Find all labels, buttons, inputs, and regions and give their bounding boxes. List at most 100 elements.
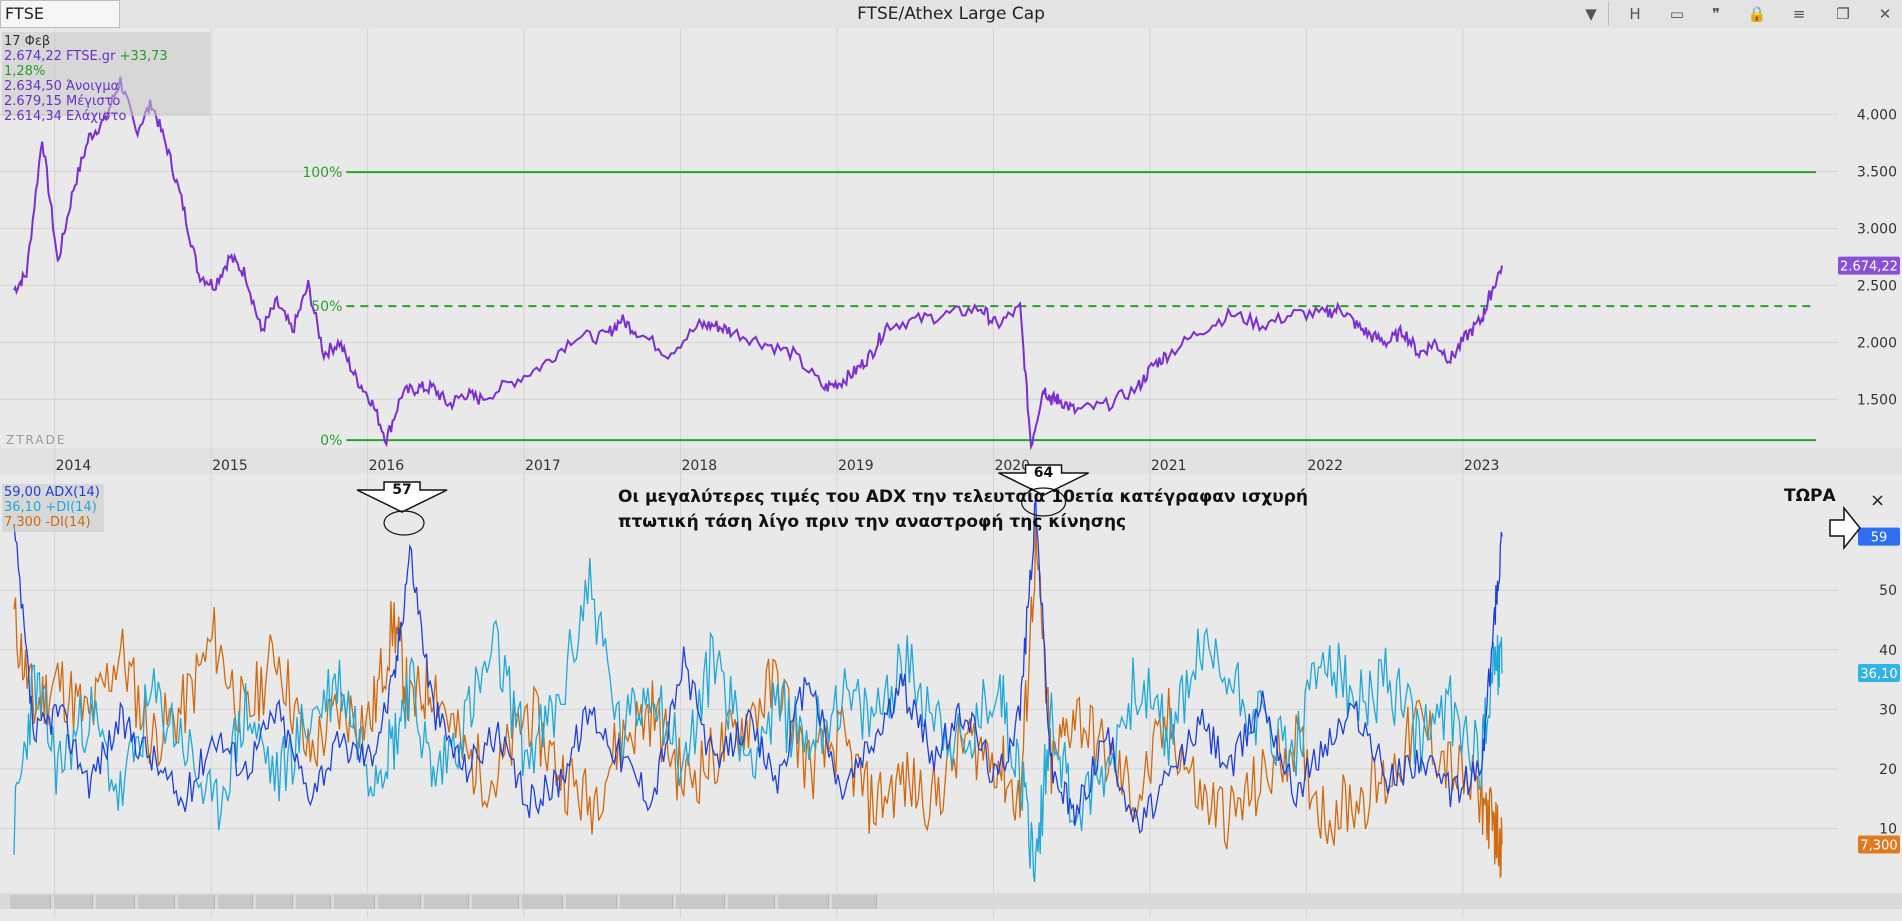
horizontal-scrollbar[interactable] (0, 893, 1902, 909)
peak-57-arrow (356, 481, 448, 513)
price-y-tick-label: 1.500 (1857, 392, 1897, 408)
x-tick-label: 2015 (212, 458, 248, 474)
symbol-input[interactable]: FTSE (0, 0, 120, 28)
x-tick-label: 2014 (56, 458, 92, 474)
price-series: 2.674,22 (13, 76, 1900, 451)
indicator-y-tick-label: 20 (1879, 762, 1897, 778)
fib-label: 50% (311, 299, 342, 315)
pdi-badge (1858, 663, 1900, 682)
indicator-y-tick-label: 50 (1879, 583, 1897, 599)
scrollbar-segment (256, 895, 293, 909)
window-mode-button[interactable]: ▭ (1669, 5, 1685, 23)
indicator-series: 59 36,10 7,300 (13, 498, 1900, 883)
scrollbar-segment (728, 895, 775, 909)
price-y-tick-label: 2.000 (1857, 335, 1897, 351)
x-tick-label: 2016 (369, 458, 405, 474)
chart-area[interactable]: 100% 50% 0% 2.674,22 59 36,10 7,300 2014 2015… (0, 28, 1902, 921)
peak-64-arrow (998, 464, 1089, 496)
adx-line (13, 498, 1503, 835)
menu-button[interactable]: ≡ (1792, 5, 1806, 23)
x-tick-label: 2023 (1464, 458, 1500, 474)
x-tick-label: 2022 (1307, 458, 1343, 474)
annotation-text: Οι μεγαλύτερες τιμές του ADX την τελευτα… (618, 485, 1308, 535)
last-price-badge (1838, 256, 1900, 275)
scrollbar-segment (54, 895, 93, 909)
mdi-badge (1858, 835, 1900, 854)
price-y-tick-label: 3.500 (1857, 164, 1897, 180)
window-title: FTSE/Athex Large Cap (857, 4, 1045, 24)
toolbar-separator (1608, 2, 1609, 26)
price-y-tick-label: 4.000 (1857, 107, 1897, 123)
legend-low: 2.614,34 Ελάχιστο (4, 109, 127, 124)
price-line (13, 76, 1503, 451)
legend-last-value: 2.674,22 FTSE.gr (4, 49, 116, 64)
x-tick-label: 2020 (994, 458, 1030, 474)
legend-open: 2.634,50 Άνοιγμα (4, 79, 120, 94)
scrollbar-segment (472, 895, 519, 909)
quote-button[interactable]: ❞ (1711, 5, 1721, 23)
peak-64-label: 64 (1034, 465, 1054, 481)
dropdown-button[interactable]: ▼ (1585, 5, 1597, 23)
scrollbar-segment (676, 895, 725, 909)
watermark: ZTRADE (6, 433, 67, 447)
peak-57-label: 57 (392, 482, 411, 498)
pdi-badge-text: 36,10 (1860, 667, 1897, 682)
indicator-legend: 59,00 ADX(14) 36,10 +DI(14) 7,300 -DI(14… (2, 484, 104, 532)
grid (0, 28, 1902, 921)
scrollbar-segment (424, 895, 469, 909)
last-price-badge-text: 2.674,22 (1840, 260, 1898, 275)
fibonacci-levels: 100% 50% 0% (302, 165, 1816, 449)
indicator-y-tick-label: 40 (1879, 643, 1897, 659)
scrollbar-segment (378, 895, 421, 909)
indicator-y-tick-label: 10 (1879, 821, 1897, 837)
indicator-close-button[interactable]: × (1870, 490, 1886, 511)
legend-last: 2.674,22 FTSE.gr +33,73 1,28% (4, 49, 208, 79)
annotations: 57 64 (356, 464, 1861, 551)
x-axis-bar (0, 448, 1902, 474)
lock-button[interactable]: 🔒 (1747, 5, 1767, 23)
legend-mdi: 7,300 -DI(14) (4, 515, 91, 530)
x-tick-label: 2019 (838, 458, 874, 474)
legend-pdi: 36,10 +DI(14) (4, 500, 97, 515)
now-arrow (1829, 505, 1861, 551)
h-button[interactable]: H (1629, 5, 1641, 23)
scrollbar-segment (218, 895, 253, 909)
scrollbar-segment (296, 895, 331, 909)
scrollbar-segment (178, 895, 215, 909)
now-label: ΤΩΡΑ (1784, 486, 1836, 506)
price-legend: 17 Φεβ 2.674,22 FTSE.gr +33,73 1,28% 2.6… (2, 32, 210, 124)
legend-change: +33,73 1,28% (4, 49, 168, 79)
price-y-tick-label: 3.000 (1857, 221, 1897, 237)
scrollbar-segment (832, 895, 877, 909)
pdi-line (13, 558, 1503, 883)
scrollbar-segment (566, 895, 617, 909)
scrollbar-segment (522, 895, 563, 909)
x-tick-label: 2017 (525, 458, 561, 474)
close-button[interactable]: ✕ (1878, 5, 1892, 23)
indicator-panel-bg (0, 474, 1902, 921)
legend-high: 2.679,15 Μέγιστο (4, 94, 121, 109)
fib-label: 0% (320, 433, 342, 449)
adx-badge-text: 59 (1871, 531, 1888, 546)
legend-adx: 59,00 ADX(14) (4, 485, 100, 500)
mdi-line (13, 516, 1503, 879)
price-panel-bg (0, 28, 1902, 448)
legend-date: 17 Φεβ (4, 34, 51, 49)
peak-57-circle (383, 510, 425, 536)
restore-button[interactable]: ❐ (1836, 5, 1850, 23)
fib-label: 100% (302, 165, 342, 181)
scrollbar-segment (620, 895, 673, 909)
price-y-tick-label: 2.500 (1857, 278, 1897, 294)
indicator-y-tick-label: 30 (1879, 702, 1897, 718)
scrollbar-segment (96, 895, 135, 909)
peak-64-circle (1020, 487, 1067, 517)
scrollbar-segment (334, 895, 375, 909)
x-tick-label: 2021 (1151, 458, 1187, 474)
scrollbar-segment (138, 895, 175, 909)
scrollbar-segment (778, 895, 829, 909)
annotation-line-2: πτωτική τάση λίγο πριν την αναστροφή της… (618, 512, 1127, 532)
annotation-line-1: Οι μεγαλύτερες τιμές του ADX την τελευτα… (618, 487, 1309, 507)
x-tick-label: 2018 (682, 458, 718, 474)
adx-badge (1858, 527, 1900, 546)
